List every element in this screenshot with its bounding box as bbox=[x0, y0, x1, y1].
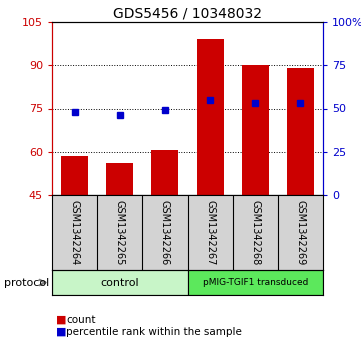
Text: GSM1342268: GSM1342268 bbox=[250, 200, 260, 265]
Text: percentile rank within the sample: percentile rank within the sample bbox=[66, 327, 242, 337]
Text: count: count bbox=[66, 315, 96, 325]
Text: ■: ■ bbox=[56, 327, 66, 337]
Text: pMIG-TGIF1 transduced: pMIG-TGIF1 transduced bbox=[203, 278, 308, 287]
Text: ■: ■ bbox=[56, 315, 66, 325]
Text: GSM1342269: GSM1342269 bbox=[295, 200, 305, 265]
Bar bbox=[187, 270, 323, 295]
Title: GDS5456 / 10348032: GDS5456 / 10348032 bbox=[113, 7, 262, 21]
Bar bbox=[106, 163, 133, 195]
Bar bbox=[196, 39, 223, 195]
Bar bbox=[61, 156, 88, 195]
Text: protocol: protocol bbox=[4, 277, 49, 287]
Text: control: control bbox=[100, 277, 139, 287]
Text: GSM1342267: GSM1342267 bbox=[205, 200, 215, 265]
Text: GSM1342264: GSM1342264 bbox=[70, 200, 79, 265]
Bar bbox=[52, 270, 187, 295]
Text: GSM1342266: GSM1342266 bbox=[160, 200, 170, 265]
Text: GSM1342265: GSM1342265 bbox=[115, 200, 125, 265]
Bar bbox=[242, 65, 269, 195]
Bar bbox=[151, 150, 178, 195]
Bar bbox=[287, 68, 314, 195]
